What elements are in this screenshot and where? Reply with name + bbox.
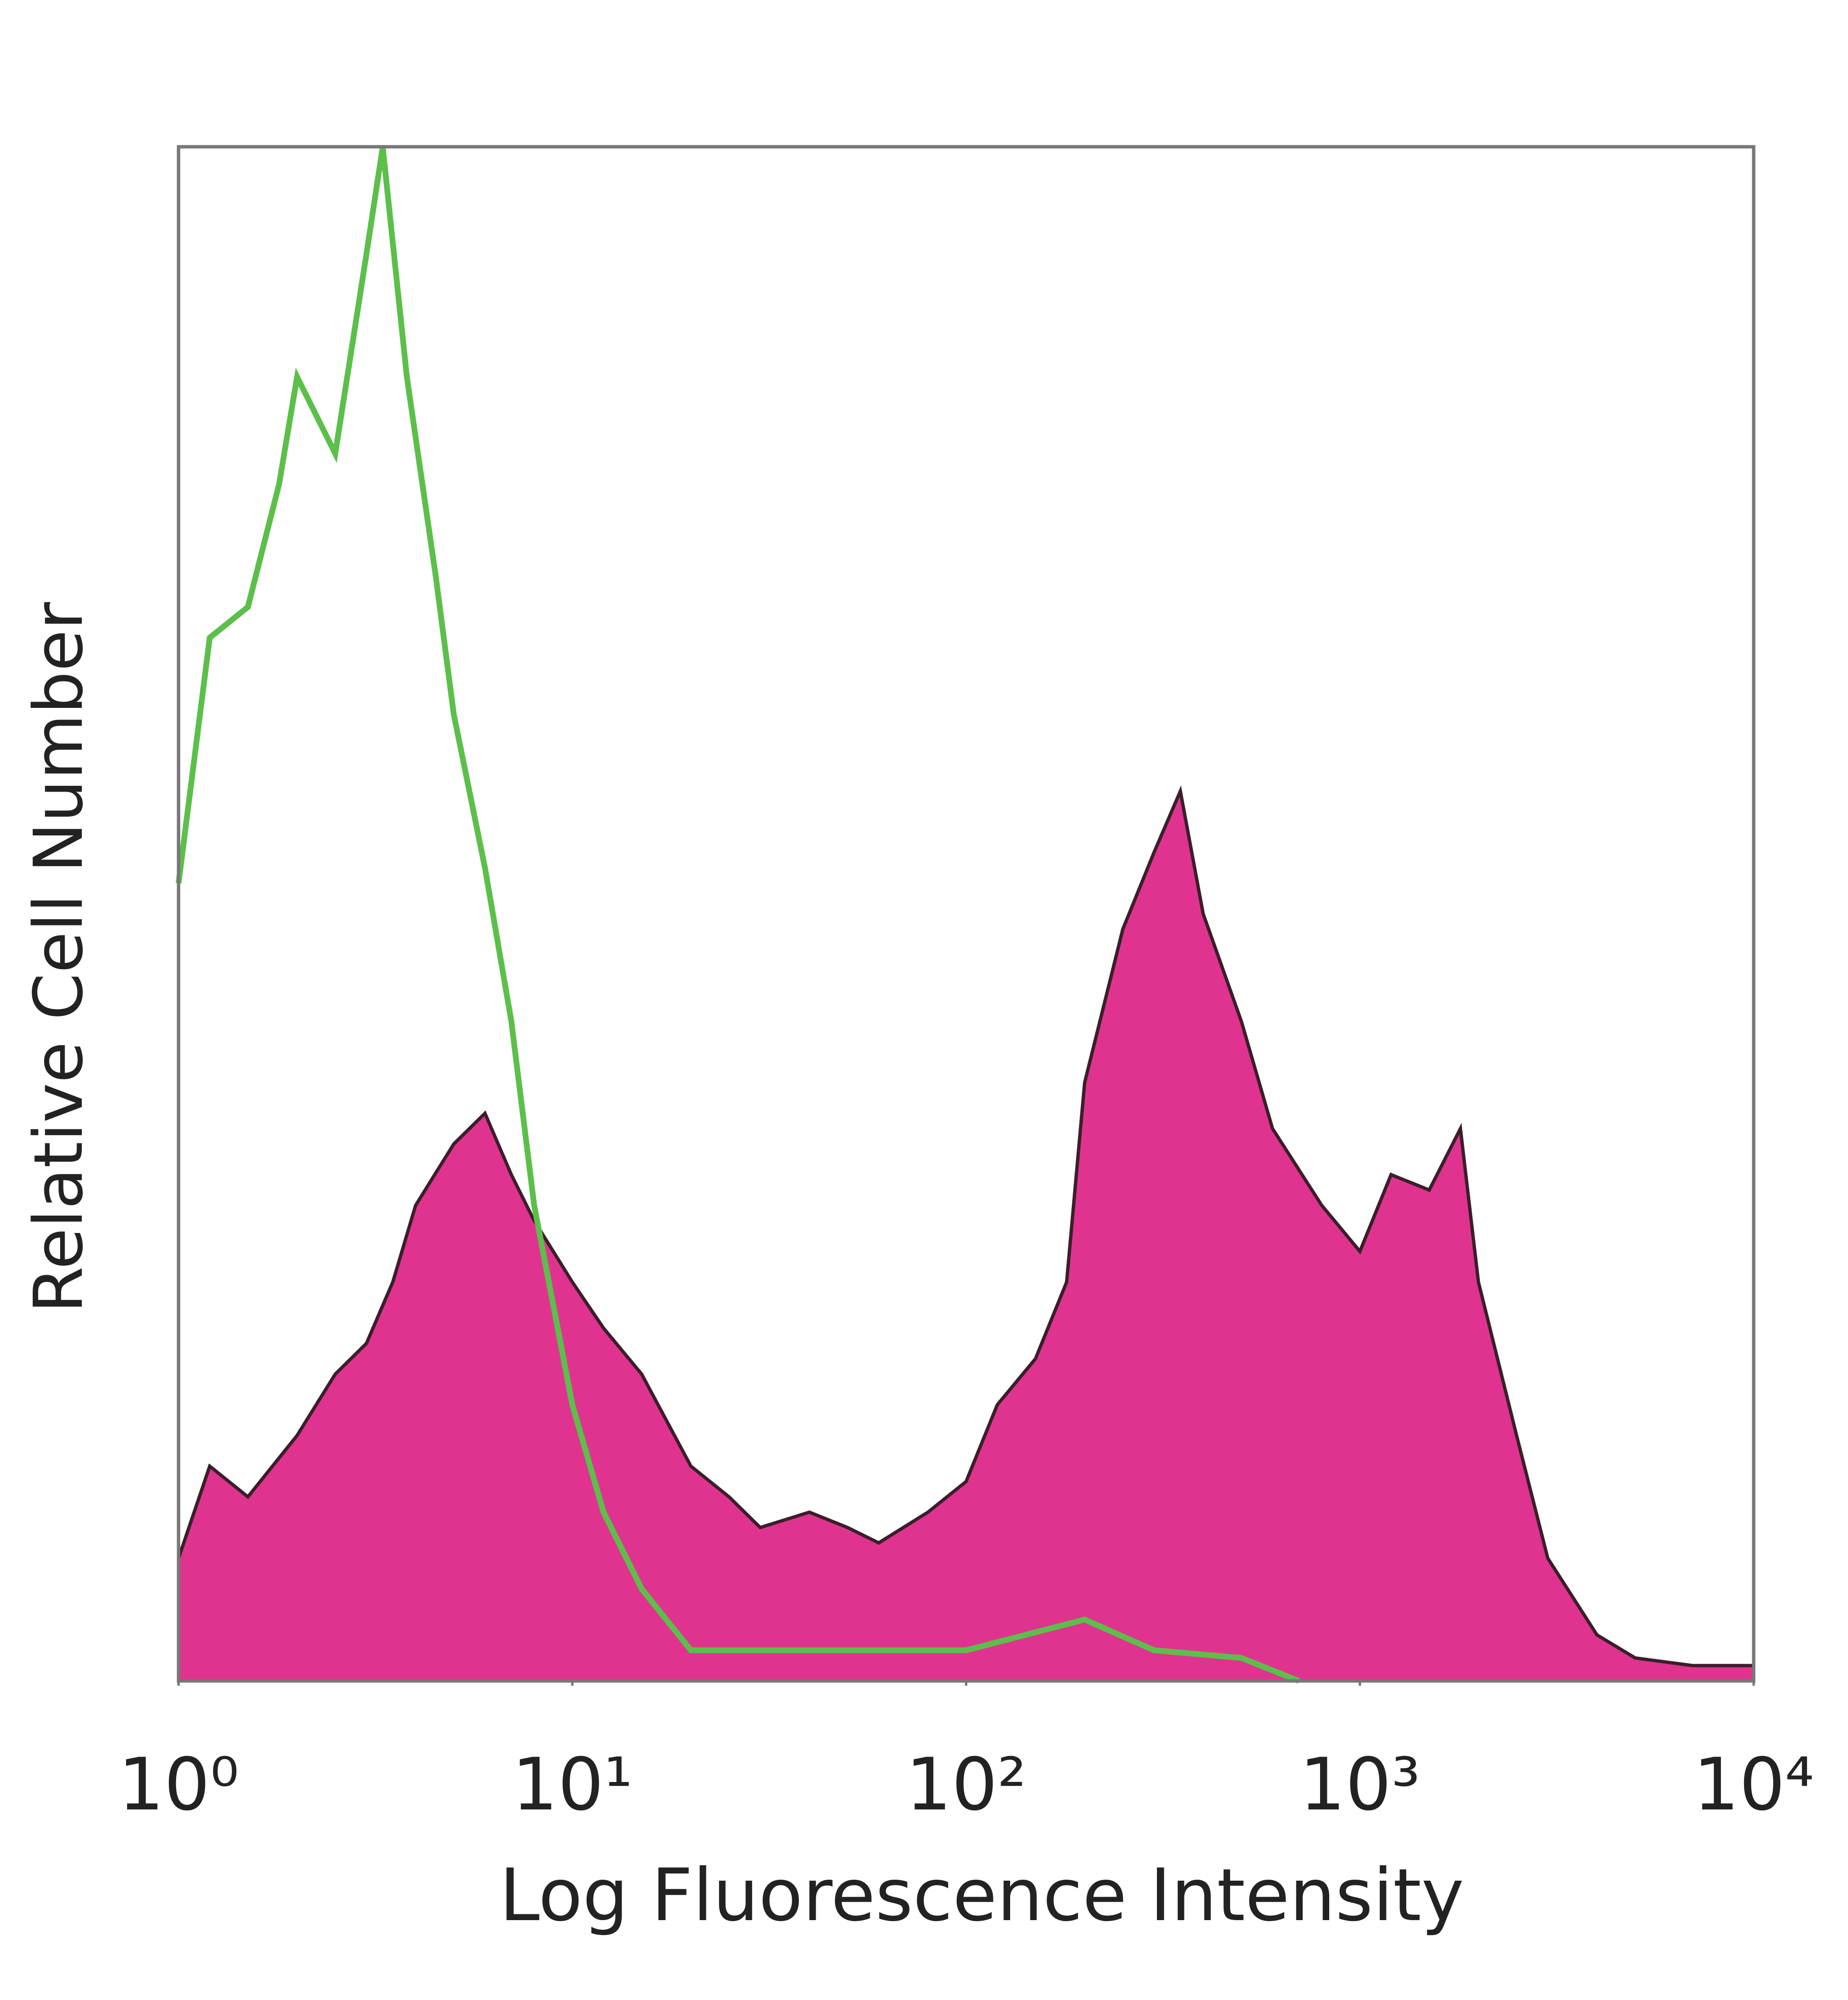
x-tick-label: 10³ [1299, 1743, 1420, 1827]
x-tick-label: 10⁰ [118, 1743, 239, 1827]
histogram-outline [177, 785, 1754, 1667]
histogram-line [176, 146, 1300, 1684]
y-axis-label: Relative Cell Number [20, 602, 98, 1313]
x-tick-label: 10⁴ [1693, 1743, 1814, 1827]
x-axis-label: Log Fluorescence Intensity [500, 1854, 1464, 1937]
histogram-area [179, 791, 1754, 1681]
x-tick-label: 10¹ [512, 1743, 633, 1827]
x-tick-label: 10² [906, 1743, 1027, 1827]
